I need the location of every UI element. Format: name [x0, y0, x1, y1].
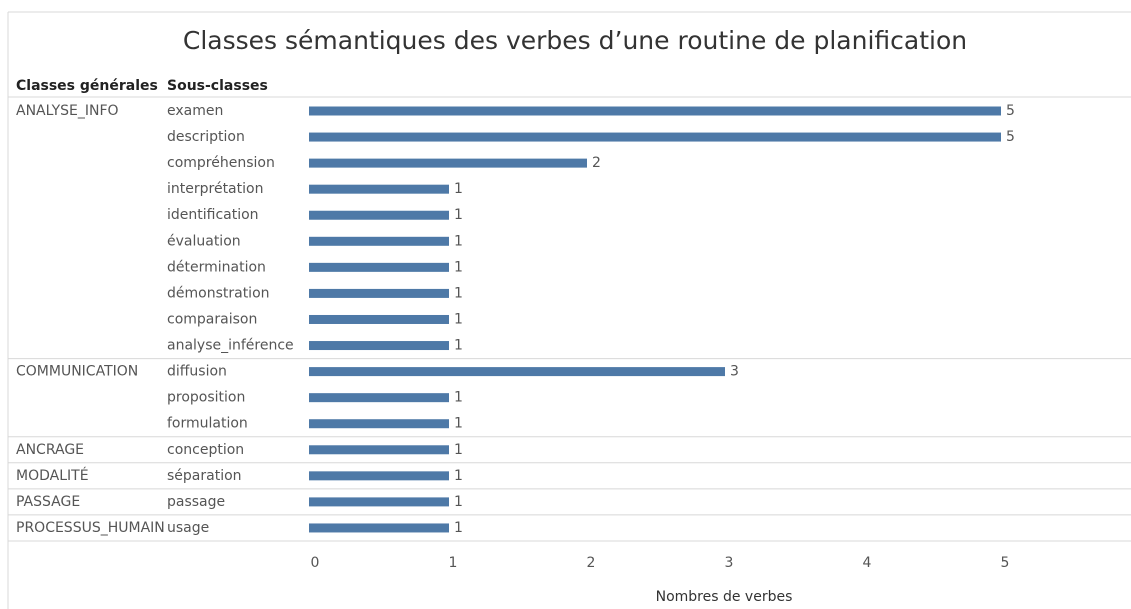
value-label: 1 [454, 181, 463, 197]
value-label: 1 [454, 520, 463, 536]
value-label: 1 [454, 259, 463, 275]
bar [309, 262, 449, 272]
bar [309, 210, 449, 220]
group-label: ANALYSE_INFO [16, 103, 119, 119]
bar [309, 419, 449, 429]
x-axis-label: Nombres de verbes [656, 589, 793, 605]
bar [309, 497, 449, 507]
value-label: 1 [454, 207, 463, 223]
value-label: 1 [454, 390, 463, 406]
bar [309, 288, 449, 298]
bar [309, 184, 449, 194]
chart-title: Classes sémantiques des verbes d’une rou… [183, 26, 967, 55]
group-label: PROCESSUS_HUMAIN [16, 520, 165, 536]
value-label: 1 [454, 416, 463, 432]
category-label: proposition [167, 390, 245, 406]
value-label: 1 [454, 442, 463, 458]
bar [309, 158, 587, 168]
category-label: interprétation [167, 181, 263, 197]
group-label: PASSAGE [16, 494, 80, 510]
category-label: détermination [167, 259, 266, 275]
bar [309, 106, 1001, 116]
bar [309, 132, 1001, 142]
bar [309, 314, 449, 324]
bar [309, 236, 449, 246]
x-tick-label: 5 [1001, 555, 1010, 571]
bar [309, 523, 449, 533]
bar [309, 393, 449, 403]
category-label: formulation [167, 416, 248, 432]
category-label: évaluation [167, 233, 241, 249]
value-label: 5 [1006, 129, 1015, 145]
column-header: Sous-classes [167, 78, 268, 94]
group-label: COMMUNICATION [16, 364, 138, 380]
category-label: passage [167, 494, 225, 510]
value-label: 1 [454, 285, 463, 301]
category-label: compréhension [167, 155, 275, 171]
category-label: examen [167, 103, 223, 119]
value-label: 3 [730, 364, 739, 380]
value-label: 5 [1006, 103, 1015, 119]
x-tick-label: 3 [725, 555, 734, 571]
category-label: conception [167, 442, 244, 458]
group-label: ANCRAGE [16, 442, 84, 458]
value-label: 1 [454, 311, 463, 327]
category-label: description [167, 129, 245, 145]
category-label: séparation [167, 468, 242, 484]
group-label: MODALITÉ [16, 467, 89, 484]
x-tick-label: 2 [587, 555, 596, 571]
column-header: Classes générales [16, 78, 158, 94]
value-label: 1 [454, 338, 463, 354]
value-label: 1 [454, 494, 463, 510]
category-label: usage [167, 520, 209, 536]
x-tick-label: 0 [311, 555, 320, 571]
category-label: identification [167, 207, 259, 223]
category-label: comparaison [167, 311, 257, 327]
value-label: 2 [592, 155, 601, 171]
category-label: démonstration [167, 285, 270, 301]
category-label: diffusion [167, 364, 227, 380]
x-tick-label: 4 [863, 555, 872, 571]
value-label: 1 [454, 468, 463, 484]
value-label: 1 [454, 233, 463, 249]
bar [309, 341, 449, 351]
x-tick-label: 1 [449, 555, 458, 571]
bar [309, 471, 449, 481]
bar [309, 445, 449, 455]
bar [309, 367, 725, 377]
category-label: analyse_inférence [167, 338, 294, 354]
